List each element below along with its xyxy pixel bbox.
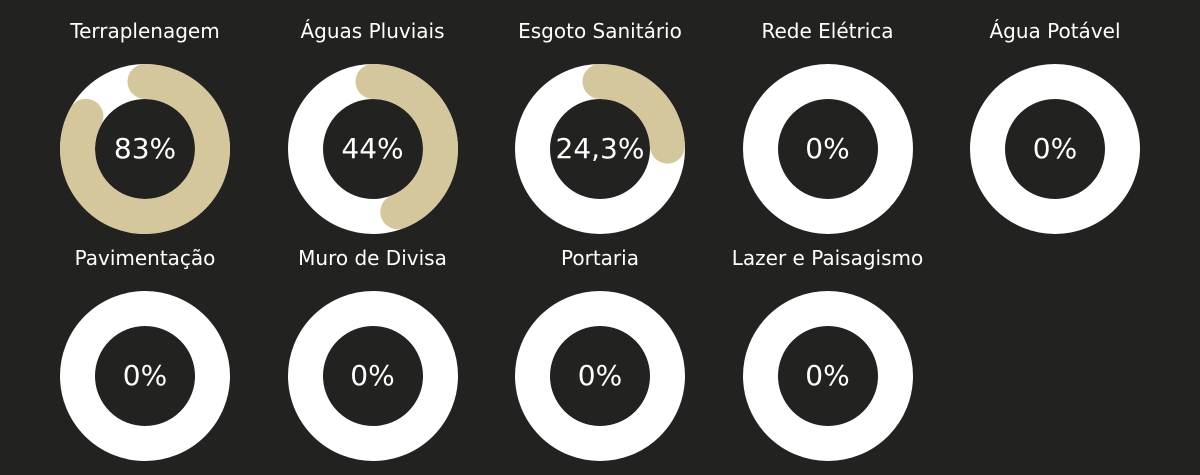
gauge-value: 24,3%	[555, 132, 645, 165]
gauge-value: 0%	[805, 132, 850, 165]
donut-svg	[60, 64, 230, 234]
gauge-value: 0%	[122, 359, 168, 392]
gauge-pavimentacao: Pavimentação 0%	[45, 246, 245, 461]
donut-svg	[742, 291, 913, 461]
gauge-value: 0%	[805, 359, 850, 392]
donut-ring: 0%	[60, 291, 230, 461]
gauge-title: Rede Elétrica	[761, 19, 894, 43]
donut-progress-arc	[515, 64, 685, 234]
gauge-title: Lazer e Paisagismo	[731, 246, 924, 270]
gauge-aguas-pluviais: Águas Pluviais 44%	[273, 19, 473, 234]
donut-svg	[287, 64, 458, 234]
donut-ring: 0%	[742, 64, 913, 234]
donut-track	[742, 64, 913, 234]
gauge-title: Esgoto Sanitário	[518, 19, 682, 43]
gauge-esgoto-sanitario: Esgoto Sanitário 24,3%	[500, 19, 700, 234]
donut-ring: 44%	[287, 64, 458, 234]
gauge-title: Águas Pluviais	[300, 19, 445, 43]
donut-track	[742, 291, 913, 461]
donut-track	[970, 64, 1140, 234]
donut-track	[287, 291, 458, 461]
donut-svg	[742, 64, 913, 234]
gauge-value: 44%	[341, 132, 404, 165]
gauge-portaria: Portaria 0%	[500, 246, 700, 461]
gauge-agua-potavel: Água Potável 0%	[955, 19, 1155, 234]
gauge-terraplenagem: Terraplenagem 83%	[45, 19, 245, 234]
gauge-lazer-e-paisagismo: Lazer e Paisagismo 0%	[728, 246, 928, 461]
donut-ring: 24,3%	[515, 64, 685, 234]
donut-ring: 83%	[60, 64, 230, 234]
donut-progress-arc	[60, 64, 230, 234]
donut-svg	[515, 64, 685, 234]
gauge-value: 0%	[577, 359, 623, 392]
gauge-title: Água Potável	[989, 19, 1121, 43]
gauge-muro-de-divisa: Muro de Divisa 0%	[273, 246, 473, 461]
gauge-title: Muro de Divisa	[298, 246, 447, 270]
gauge-value: 0%	[1032, 132, 1078, 165]
gauge-rede-eletrica: Rede Elétrica 0%	[728, 19, 928, 234]
donut-svg	[515, 291, 685, 461]
donut-track	[60, 291, 230, 461]
donut-svg	[970, 64, 1140, 234]
gauge-title: Pavimentação	[74, 246, 216, 270]
donut-progress-arc	[287, 64, 458, 234]
donut-ring: 0%	[970, 64, 1140, 234]
donut-svg	[60, 291, 230, 461]
gauge-value: 83%	[113, 132, 177, 165]
donut-svg	[287, 291, 458, 461]
donut-track	[515, 291, 685, 461]
gauge-title: Terraplenagem	[70, 19, 220, 43]
gauge-title: Portaria	[561, 246, 639, 270]
gauge-value: 0%	[350, 359, 395, 392]
donut-ring: 0%	[515, 291, 685, 461]
donut-ring: 0%	[742, 291, 913, 461]
donut-ring: 0%	[287, 291, 458, 461]
